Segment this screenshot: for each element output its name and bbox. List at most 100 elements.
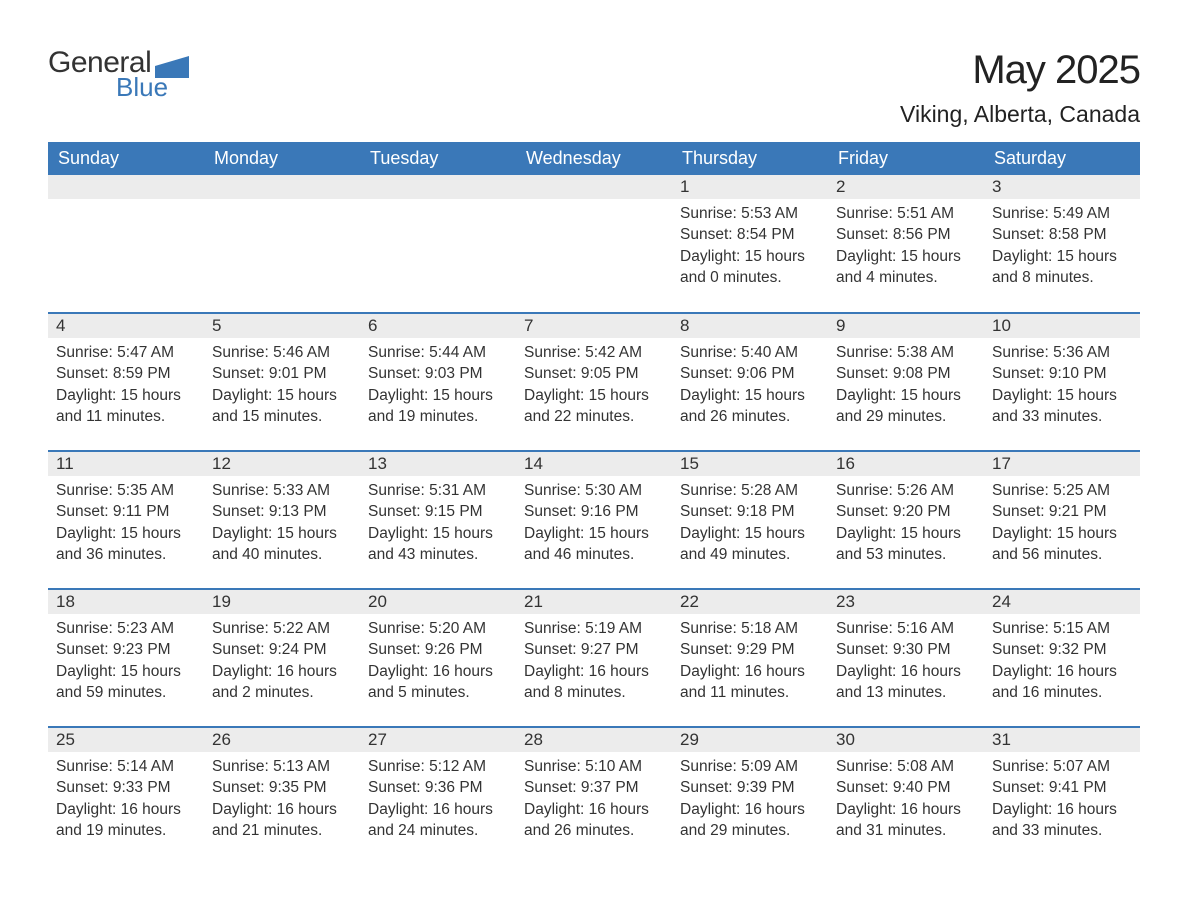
day-line: and 11 minutes. xyxy=(56,406,196,427)
col-wednesday: Wednesday xyxy=(516,142,672,175)
day-cell: 25Sunrise: 5:14 AMSunset: 9:33 PMDayligh… xyxy=(48,727,204,865)
day-content: Sunrise: 5:44 AMSunset: 9:03 PMDaylight:… xyxy=(360,338,516,428)
day-content: Sunrise: 5:13 AMSunset: 9:35 PMDaylight:… xyxy=(204,752,360,842)
day-line: and 5 minutes. xyxy=(368,682,508,703)
day-line: Sunrise: 5:13 AM xyxy=(212,756,352,777)
day-content: Sunrise: 5:22 AMSunset: 9:24 PMDaylight:… xyxy=(204,614,360,704)
day-cell: 6Sunrise: 5:44 AMSunset: 9:03 PMDaylight… xyxy=(360,313,516,451)
day-line: Sunset: 9:24 PM xyxy=(212,639,352,660)
day-content: Sunrise: 5:40 AMSunset: 9:06 PMDaylight:… xyxy=(672,338,828,428)
day-line: Daylight: 16 hours xyxy=(212,799,352,820)
day-line: Daylight: 15 hours xyxy=(56,661,196,682)
day-line: and 31 minutes. xyxy=(836,820,976,841)
day-cell: 5Sunrise: 5:46 AMSunset: 9:01 PMDaylight… xyxy=(204,313,360,451)
logo-word-blue: Blue xyxy=(116,74,168,100)
day-number: 6 xyxy=(360,314,516,338)
day-line: Daylight: 16 hours xyxy=(992,661,1132,682)
day-line: Sunrise: 5:08 AM xyxy=(836,756,976,777)
day-cell: 27Sunrise: 5:12 AMSunset: 9:36 PMDayligh… xyxy=(360,727,516,865)
day-content: Sunrise: 5:46 AMSunset: 9:01 PMDaylight:… xyxy=(204,338,360,428)
day-number xyxy=(48,175,204,199)
day-line: Daylight: 15 hours xyxy=(992,385,1132,406)
day-number: 3 xyxy=(984,175,1140,199)
day-number: 2 xyxy=(828,175,984,199)
day-line: Daylight: 16 hours xyxy=(368,661,508,682)
day-line: Daylight: 16 hours xyxy=(680,799,820,820)
day-line: Daylight: 15 hours xyxy=(992,246,1132,267)
col-saturday: Saturday xyxy=(984,142,1140,175)
day-line: Daylight: 16 hours xyxy=(368,799,508,820)
week-row: 11Sunrise: 5:35 AMSunset: 9:11 PMDayligh… xyxy=(48,451,1140,589)
day-line: and 33 minutes. xyxy=(992,820,1132,841)
day-line: Sunset: 9:36 PM xyxy=(368,777,508,798)
day-cell: 9Sunrise: 5:38 AMSunset: 9:08 PMDaylight… xyxy=(828,313,984,451)
day-line: and 26 minutes. xyxy=(524,820,664,841)
day-number: 1 xyxy=(672,175,828,199)
day-content: Sunrise: 5:47 AMSunset: 8:59 PMDaylight:… xyxy=(48,338,204,428)
col-monday: Monday xyxy=(204,142,360,175)
day-number: 15 xyxy=(672,452,828,476)
day-line: and 40 minutes. xyxy=(212,544,352,565)
day-line: Sunset: 9:32 PM xyxy=(992,639,1132,660)
day-cell: 11Sunrise: 5:35 AMSunset: 9:11 PMDayligh… xyxy=(48,451,204,589)
day-line: Daylight: 15 hours xyxy=(212,385,352,406)
day-line: Sunrise: 5:35 AM xyxy=(56,480,196,501)
day-number: 19 xyxy=(204,590,360,614)
day-line: Sunrise: 5:14 AM xyxy=(56,756,196,777)
col-friday: Friday xyxy=(828,142,984,175)
day-number: 4 xyxy=(48,314,204,338)
day-cell: 26Sunrise: 5:13 AMSunset: 9:35 PMDayligh… xyxy=(204,727,360,865)
col-sunday: Sunday xyxy=(48,142,204,175)
day-cell: 23Sunrise: 5:16 AMSunset: 9:30 PMDayligh… xyxy=(828,589,984,727)
day-line: Sunset: 9:23 PM xyxy=(56,639,196,660)
day-line: and 15 minutes. xyxy=(212,406,352,427)
day-line: Sunrise: 5:12 AM xyxy=(368,756,508,777)
day-cell: 14Sunrise: 5:30 AMSunset: 9:16 PMDayligh… xyxy=(516,451,672,589)
day-line: Sunset: 9:16 PM xyxy=(524,501,664,522)
day-line: Daylight: 16 hours xyxy=(680,661,820,682)
day-line: Daylight: 15 hours xyxy=(836,523,976,544)
day-line: Daylight: 15 hours xyxy=(992,523,1132,544)
day-line: Daylight: 15 hours xyxy=(836,385,976,406)
day-number xyxy=(360,175,516,199)
day-line: Sunrise: 5:44 AM xyxy=(368,342,508,363)
day-line: Sunrise: 5:23 AM xyxy=(56,618,196,639)
day-line: Sunrise: 5:10 AM xyxy=(524,756,664,777)
day-line: Daylight: 15 hours xyxy=(836,246,976,267)
day-line: Sunset: 9:29 PM xyxy=(680,639,820,660)
day-number: 18 xyxy=(48,590,204,614)
day-line: and 8 minutes. xyxy=(992,267,1132,288)
title-block: May 2025 Viking, Alberta, Canada xyxy=(900,48,1140,128)
day-line: Sunset: 9:37 PM xyxy=(524,777,664,798)
day-line: Daylight: 15 hours xyxy=(56,523,196,544)
day-line: Daylight: 15 hours xyxy=(680,246,820,267)
day-number: 29 xyxy=(672,728,828,752)
day-number: 23 xyxy=(828,590,984,614)
day-cell xyxy=(360,175,516,313)
header: General Blue May 2025 Viking, Alberta, C… xyxy=(48,48,1140,128)
day-line: Sunset: 9:05 PM xyxy=(524,363,664,384)
day-number: 21 xyxy=(516,590,672,614)
day-cell xyxy=(204,175,360,313)
day-cell: 2Sunrise: 5:51 AMSunset: 8:56 PMDaylight… xyxy=(828,175,984,313)
day-line: Sunset: 9:35 PM xyxy=(212,777,352,798)
day-content: Sunrise: 5:35 AMSunset: 9:11 PMDaylight:… xyxy=(48,476,204,566)
day-line: Sunrise: 5:19 AM xyxy=(524,618,664,639)
day-line: Sunset: 8:59 PM xyxy=(56,363,196,384)
day-line: and 22 minutes. xyxy=(524,406,664,427)
day-content: Sunrise: 5:36 AMSunset: 9:10 PMDaylight:… xyxy=(984,338,1140,428)
day-content: Sunrise: 5:51 AMSunset: 8:56 PMDaylight:… xyxy=(828,199,984,289)
day-line: Sunset: 9:10 PM xyxy=(992,363,1132,384)
day-line: Daylight: 15 hours xyxy=(524,385,664,406)
day-line: Sunset: 9:15 PM xyxy=(368,501,508,522)
day-cell: 31Sunrise: 5:07 AMSunset: 9:41 PMDayligh… xyxy=(984,727,1140,865)
day-line: Sunrise: 5:31 AM xyxy=(368,480,508,501)
day-content: Sunrise: 5:33 AMSunset: 9:13 PMDaylight:… xyxy=(204,476,360,566)
day-line: and 46 minutes. xyxy=(524,544,664,565)
day-line: Daylight: 15 hours xyxy=(524,523,664,544)
week-row: 18Sunrise: 5:23 AMSunset: 9:23 PMDayligh… xyxy=(48,589,1140,727)
day-line: Daylight: 16 hours xyxy=(836,799,976,820)
day-line: Sunrise: 5:40 AM xyxy=(680,342,820,363)
day-number: 13 xyxy=(360,452,516,476)
day-content: Sunrise: 5:31 AMSunset: 9:15 PMDaylight:… xyxy=(360,476,516,566)
